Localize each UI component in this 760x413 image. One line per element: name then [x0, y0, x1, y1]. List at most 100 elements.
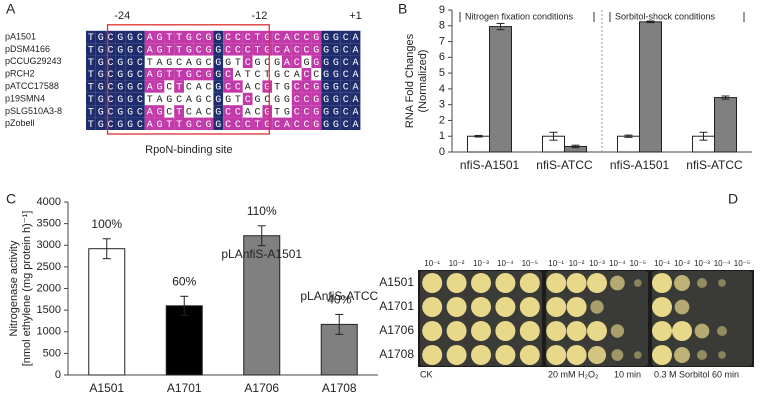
sequence-cell [262, 30, 273, 44]
sequence-cell [193, 43, 204, 56]
sequence-name: pCCUG29243 [5, 56, 62, 66]
strain-label: A1708 [379, 347, 414, 361]
sequence-cell [144, 105, 155, 118]
sequence-cell [154, 117, 165, 130]
x-tick-label: A1501 [89, 381, 124, 395]
sequence-cell [331, 30, 341, 44]
sequence-cell [144, 55, 155, 68]
colony-spot [718, 279, 726, 287]
sequence-cell [105, 80, 116, 93]
colony-spot [566, 345, 587, 365]
colony-spot [422, 273, 443, 293]
sequence-cell [125, 117, 135, 130]
sequence-cell [282, 30, 292, 44]
y-tick-label: 2500 [37, 261, 61, 273]
sequence-cell [125, 92, 135, 106]
sequence-cell [95, 30, 106, 44]
sequence-cell [115, 68, 126, 81]
colony-spot [422, 345, 443, 365]
colony-spot [610, 324, 625, 338]
sequence-cell [144, 43, 155, 56]
sequence-cell [340, 30, 351, 44]
sequence-cell [125, 68, 135, 81]
colony-spot [652, 273, 672, 293]
sequence-cell [213, 80, 224, 93]
sequence-cell [321, 30, 331, 44]
sequence-cell [272, 117, 282, 130]
sequence-cell [301, 30, 312, 44]
x-tick-label: nfiS-A1501 [460, 158, 520, 172]
sequence-cell [125, 30, 135, 44]
treatment-label: 10 min [614, 369, 641, 379]
sequence-cell [213, 92, 224, 106]
sequence-cell [282, 55, 292, 68]
sequence-cell [242, 105, 253, 118]
sequence-cell [135, 105, 145, 118]
sequence-cell [331, 68, 341, 81]
sequence-cell [105, 43, 116, 56]
colony-spot [610, 275, 625, 291]
sequence-cell [252, 105, 263, 118]
sequence-cell [203, 80, 214, 93]
sequence-cell [233, 80, 243, 93]
x-tick-label: A1708 [322, 381, 357, 395]
colony-spot [611, 349, 624, 361]
sequence-cell [213, 117, 224, 130]
sequence-cell [95, 55, 106, 68]
sequence-cell [184, 92, 194, 106]
sequence-cell [311, 43, 322, 56]
sequence-cell [213, 43, 224, 56]
sequence-cell [262, 43, 273, 56]
sequence-cell [272, 80, 282, 93]
sequence-cell [86, 68, 96, 81]
sequence-cell [321, 80, 331, 93]
x-tick-label: nfiS-A1501 [610, 158, 670, 172]
sequence-cell [105, 92, 116, 106]
sequence-cell [272, 30, 282, 44]
sequence-cell [291, 117, 302, 130]
sequence-name: pDSM4166 [5, 44, 50, 54]
sequence-cell [272, 105, 282, 118]
sequence-cell [233, 92, 243, 106]
sequence-cell [154, 105, 165, 118]
sequence-cell [252, 117, 263, 130]
sequence-cell [291, 68, 302, 81]
y-tick-label: 0 [439, 146, 445, 158]
dilution-label: 10⁻³ [694, 259, 710, 268]
sequence-cell [311, 68, 322, 81]
sequence-cell [311, 55, 322, 68]
colony-spot [422, 321, 443, 341]
colony-spot [446, 297, 467, 317]
percent-label: 110% [247, 204, 277, 218]
sequence-name: pSLG510A3-8 [5, 106, 62, 116]
sequence-cell [311, 92, 322, 106]
sequence-cell [331, 80, 341, 93]
y-tick-label: 1500 [37, 304, 61, 316]
sequence-cell [321, 105, 331, 118]
sequence-cell [164, 55, 175, 68]
sequence-cell [115, 55, 126, 68]
colony-spot [652, 345, 672, 365]
colony-spot [696, 277, 708, 289]
panel-label: B [398, 1, 407, 17]
y-tick-label: 500 [43, 347, 61, 359]
colony-spot [566, 273, 587, 293]
colony-spot [546, 321, 567, 341]
sequence-cell [223, 30, 233, 44]
dilution-label: 10⁻¹ [424, 259, 440, 268]
percent-label: 100% [91, 217, 122, 231]
sequence-cell [203, 92, 214, 106]
sequence-cell [125, 80, 135, 93]
sequence-cell [213, 30, 224, 44]
sequence-cell [223, 80, 233, 93]
colony-spot [546, 297, 567, 317]
y-axis-label: Nitrogenase activity [8, 240, 20, 336]
sequence-cell [184, 105, 194, 118]
sequence-cell [115, 30, 126, 44]
sequence-cell [311, 80, 322, 93]
bar [714, 97, 737, 153]
dilution-label: 10⁻⁴ [714, 259, 731, 268]
